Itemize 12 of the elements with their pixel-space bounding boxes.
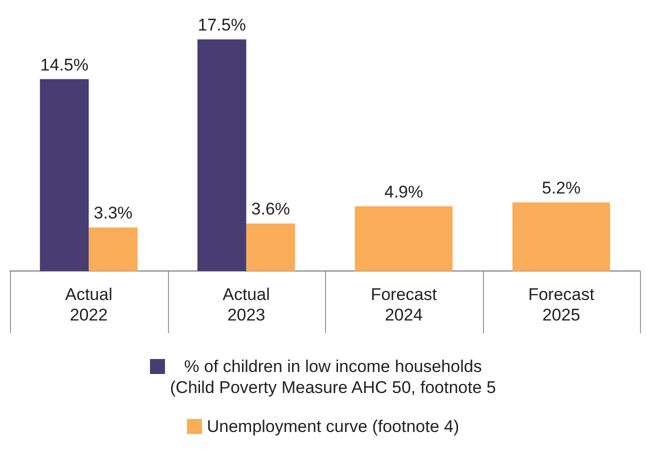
x-tick-label: Actual 2022: [65, 285, 112, 324]
legend-label: % of children in low income households (Child Poverty Measure AHC 50, footnote 5: [170, 356, 496, 398]
data-label: 4.9%: [384, 182, 424, 202]
x-tick-label: Actual 2023: [222, 285, 270, 324]
data-label: 3.6%: [251, 200, 290, 219]
legend-label: Unemployment curve (footnote 4): [206, 416, 460, 437]
x-tick-label: Forecast 2025: [528, 285, 595, 324]
data-label: 17.5%: [198, 16, 246, 35]
data-label: 14.5%: [40, 55, 88, 74]
x-tick-label: Forecast 2024: [370, 285, 438, 324]
data-label: 3.3%: [94, 204, 133, 223]
data-label: 5.2%: [542, 178, 581, 198]
